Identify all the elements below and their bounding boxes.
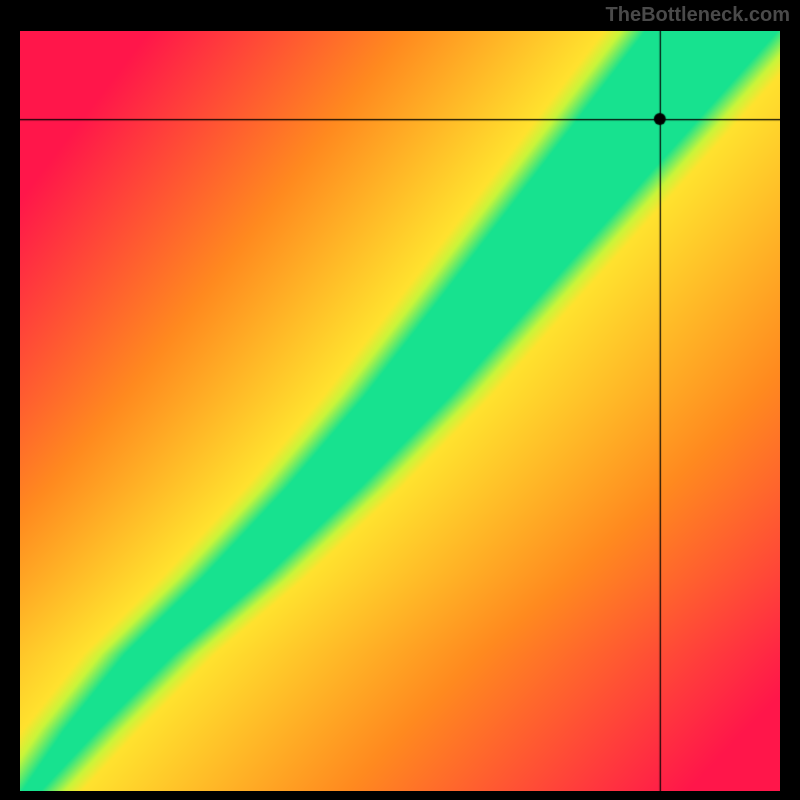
chart-container: TheBottleneck.com [0,0,800,800]
heatmap-plot [20,31,780,791]
watermark: TheBottleneck.com [606,4,790,27]
heatmap-canvas [20,31,780,791]
